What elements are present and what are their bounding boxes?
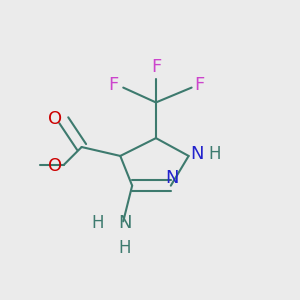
Text: O: O bbox=[48, 110, 62, 128]
Text: N: N bbox=[118, 214, 131, 232]
Text: N: N bbox=[190, 146, 204, 164]
Text: H: H bbox=[92, 214, 104, 232]
Text: F: F bbox=[151, 58, 161, 76]
Text: F: F bbox=[195, 76, 205, 94]
Text: N: N bbox=[166, 169, 179, 187]
Text: F: F bbox=[109, 76, 119, 94]
Text: H: H bbox=[118, 239, 131, 257]
Text: H: H bbox=[208, 146, 220, 164]
Text: O: O bbox=[48, 157, 62, 175]
